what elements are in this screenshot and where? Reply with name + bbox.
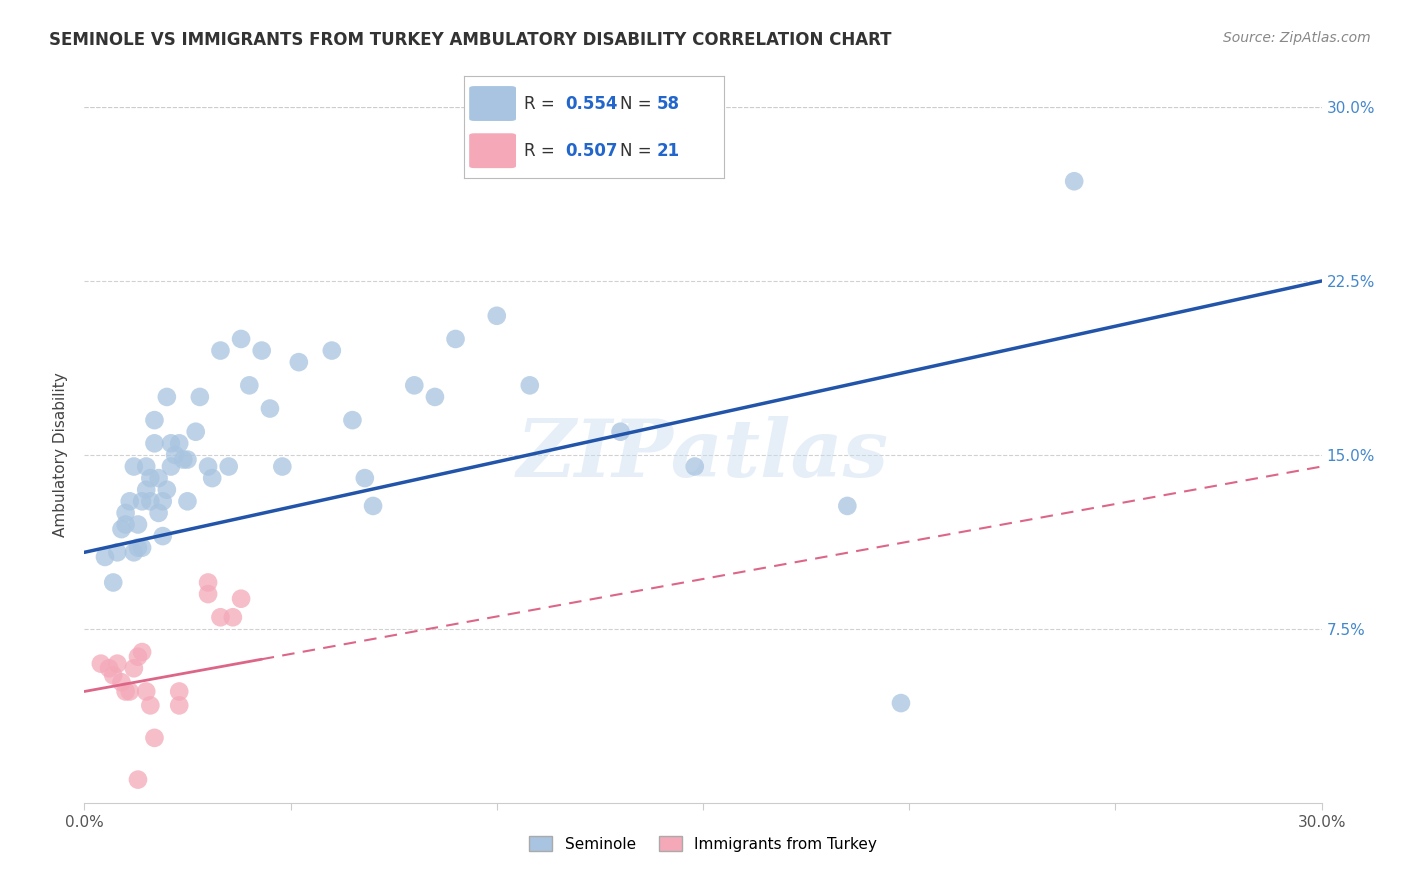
Point <box>519 378 541 392</box>
Point <box>184 425 207 439</box>
Text: SEMINOLE VS IMMIGRANTS FROM TURKEY AMBULATORY DISABILITY CORRELATION CHART: SEMINOLE VS IMMIGRANTS FROM TURKEY AMBUL… <box>49 31 891 49</box>
Point <box>197 575 219 590</box>
Point <box>131 645 153 659</box>
Point <box>209 610 232 624</box>
Text: 0.507: 0.507 <box>565 142 617 160</box>
Point <box>131 494 153 508</box>
Point <box>114 684 136 698</box>
Point <box>176 452 198 467</box>
Point <box>1063 174 1085 188</box>
Point <box>167 684 190 698</box>
Point <box>353 471 375 485</box>
FancyBboxPatch shape <box>470 87 516 121</box>
Text: 21: 21 <box>657 142 679 160</box>
Point <box>114 506 136 520</box>
Point <box>148 471 170 485</box>
Text: N =: N = <box>620 142 657 160</box>
Point <box>423 390 446 404</box>
Point <box>114 517 136 532</box>
Point <box>118 684 141 698</box>
Point <box>167 698 190 713</box>
Point <box>259 401 281 416</box>
Point <box>152 494 174 508</box>
Point <box>229 332 252 346</box>
Text: 0.554: 0.554 <box>565 95 617 112</box>
Point <box>152 529 174 543</box>
Point <box>139 494 162 508</box>
Point <box>209 343 232 358</box>
Point <box>143 731 166 745</box>
Point <box>148 506 170 520</box>
Point <box>485 309 508 323</box>
Point <box>143 413 166 427</box>
Point <box>103 668 125 682</box>
Text: ZIPatlas: ZIPatlas <box>517 417 889 493</box>
Text: N =: N = <box>620 95 657 112</box>
Point <box>156 390 179 404</box>
Point <box>160 459 183 474</box>
Text: R =: R = <box>524 142 560 160</box>
Legend: Seminole, Immigrants from Turkey: Seminole, Immigrants from Turkey <box>523 830 883 858</box>
Point <box>139 698 162 713</box>
Point <box>172 452 194 467</box>
Point <box>201 471 224 485</box>
Point <box>156 483 179 497</box>
Point <box>837 499 859 513</box>
Point <box>139 471 162 485</box>
Point <box>143 436 166 450</box>
Point <box>110 522 132 536</box>
Text: Source: ZipAtlas.com: Source: ZipAtlas.com <box>1223 31 1371 45</box>
Point <box>238 378 260 392</box>
Point <box>188 390 211 404</box>
Point <box>288 355 311 369</box>
Point <box>135 684 157 698</box>
Point <box>131 541 153 555</box>
Point <box>222 610 245 624</box>
Point <box>197 459 219 474</box>
Point <box>361 499 384 513</box>
Point <box>105 657 128 671</box>
Point <box>890 696 912 710</box>
Point <box>160 436 183 450</box>
Point <box>105 545 128 559</box>
Point <box>609 425 631 439</box>
Point <box>229 591 252 606</box>
Point <box>176 494 198 508</box>
Point <box>135 483 157 497</box>
Point <box>197 587 219 601</box>
Point <box>127 541 149 555</box>
Y-axis label: Ambulatory Disability: Ambulatory Disability <box>53 373 69 537</box>
Point <box>683 459 706 474</box>
Point <box>110 675 132 690</box>
Point <box>271 459 294 474</box>
Point <box>218 459 240 474</box>
Point <box>135 459 157 474</box>
Point <box>167 436 190 450</box>
Point <box>127 649 149 664</box>
Point <box>94 549 117 564</box>
Point <box>127 517 149 532</box>
Point <box>103 575 125 590</box>
Point <box>127 772 149 787</box>
Point <box>122 661 145 675</box>
Point <box>250 343 273 358</box>
Point <box>342 413 364 427</box>
Point <box>122 459 145 474</box>
Point <box>321 343 343 358</box>
Point <box>444 332 467 346</box>
Point <box>165 448 187 462</box>
FancyBboxPatch shape <box>470 133 516 168</box>
Point <box>404 378 426 392</box>
Text: 58: 58 <box>657 95 679 112</box>
Text: R =: R = <box>524 95 560 112</box>
Point <box>122 545 145 559</box>
Point <box>98 661 121 675</box>
Point <box>90 657 112 671</box>
Point <box>118 494 141 508</box>
